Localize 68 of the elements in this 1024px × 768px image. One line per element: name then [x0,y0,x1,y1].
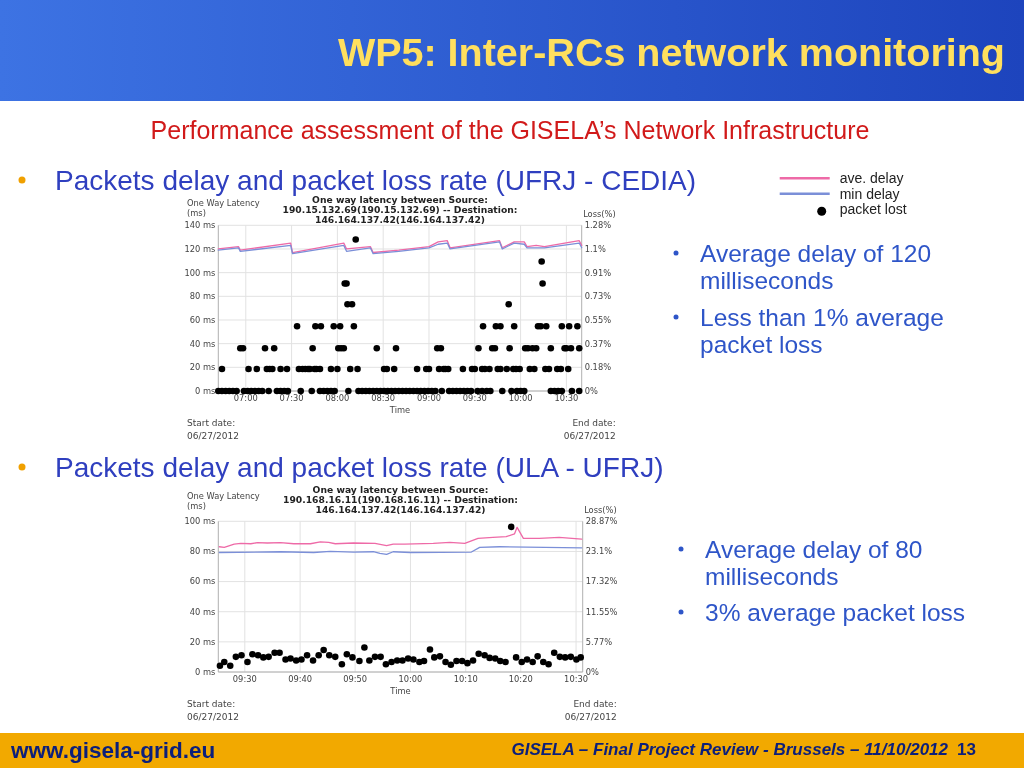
y-tick-label: 100 ms [184,516,216,527]
y2-tick-label: 0.91% [584,267,612,278]
y-tick-label: 20 ms [189,636,216,647]
y-tick-label: 80 ms [189,546,216,557]
x-tick-label: 09:50 [343,674,368,684]
y2-tick-label: 0.55% [584,314,612,325]
text: End date: 06/27/2012 [563,418,616,441]
x-tick-label: 10:00 [508,393,533,403]
text: Packets delay and packet loss rate (UFRJ - CEDIA) [55,165,697,196]
text: Average delay of 120 milliseconds [700,240,932,294]
line-series [218,546,583,556]
text: Average delay of 80 milliseconds [705,536,923,590]
x-tick-label: 09:30 [232,674,257,684]
text: GISELA – Final Project Review - Brussels – 11/10/2012 [511,740,949,759]
y-tick-label: 100 ms [184,267,216,278]
y2-tick-label: 23.1% [585,546,613,557]
y2-tick-label: 17.32% [585,576,618,587]
x-tick-label: 09:40 [288,674,313,684]
y-tick-label: 40 ms [189,338,216,349]
y2-tick-label: 0.18% [584,362,612,373]
y-tick-label: 0 ms [194,385,216,396]
line-series [218,526,583,549]
y-tick-label: 40 ms [189,606,216,617]
y-tick-label: 120 ms [184,243,216,254]
text: Performance assessment of the GISELA’s Network Infrastructure [150,116,870,144]
y2-tick-label: 0% [584,385,598,396]
y-tick-label: 60 ms [189,314,216,325]
x-tick-label: 07:00 [233,393,258,403]
y2-tick-label: 1.1% [584,243,606,254]
text: WP5: Inter-RCs network monitoring [337,30,1005,74]
y2-tick-label: 11.55% [585,606,618,617]
y-tick-label: 140 ms [184,220,216,231]
y-tick-label: 80 ms [189,291,216,302]
x-tick-label: 10:10 [453,674,478,684]
x-tick-label: 10:00 [398,674,423,684]
y-axis-title: One Way Latency (ms) [187,198,260,218]
x-tick-label: 07:30 [279,393,304,403]
text: www.gisela-grid.eu [10,738,216,763]
legend-label: packet lost [839,201,907,218]
text: Start date: 06/27/2012 [187,699,239,722]
text: 13 [957,740,976,759]
x-tick-label: 09:30 [462,393,487,403]
y-tick-label: 0 ms [194,666,216,677]
y2-tick-label: 1.28% [584,220,612,231]
legend-label: min delay [839,185,900,202]
x-tick-label: 08:30 [371,393,396,403]
y2-tick-label: 28.87% [585,516,618,527]
x-tick-label: 08:00 [325,393,350,403]
y2-axis-title: Loss(%) [583,209,616,220]
x-tick-label: 09:00 [417,393,441,403]
x-axis-title: Time [388,405,411,415]
text: End date: 06/27/2012 [564,699,617,722]
text: Less than 1% average packet loss [700,304,944,358]
y2-axis-title: Loss(%) [584,505,617,516]
y2-tick-label: 0.37% [584,338,612,349]
y2-tick-label: 0.73% [584,291,612,302]
x-axis-title: Time [389,686,411,696]
chart-title: One way latency between Source: 190.168.16.11(190.168.16.11) -- Destination: 146.164.137.42(146.164.137.42) [283,484,518,515]
legend-label: ave. delay [839,170,904,187]
y-tick-label: 60 ms [189,576,216,587]
x-tick-label: 10:30 [554,393,579,403]
text: 3% average packet loss [705,599,966,626]
text: Start date: 06/27/2012 [187,418,239,441]
x-tick-label: 10:20 [508,674,533,684]
text: Packets delay and packet loss rate (ULA - UFRJ) [55,452,664,483]
y-axis-title: One Way Latency (ms) [187,491,260,511]
y2-tick-label: 5.77% [585,636,613,647]
y-tick-label: 20 ms [189,362,216,373]
